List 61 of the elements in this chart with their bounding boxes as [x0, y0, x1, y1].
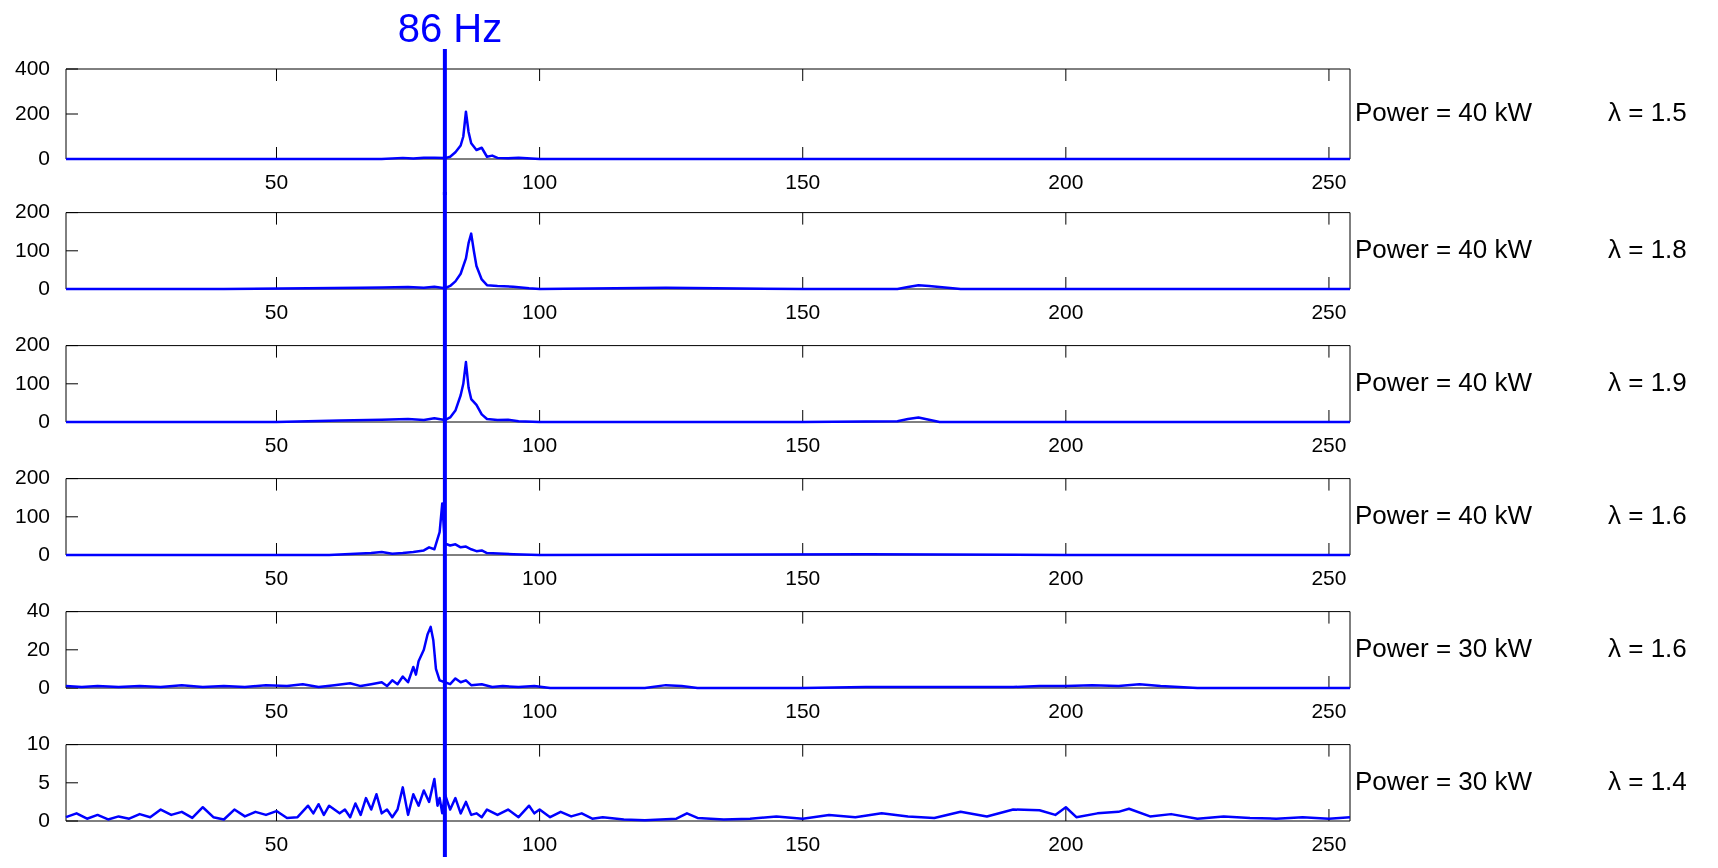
x-tick-label: 150: [785, 699, 821, 723]
x-tick-label: 100: [522, 699, 558, 723]
x-tick-label: 200: [1048, 832, 1084, 856]
y-tick-label: 100: [14, 503, 50, 527]
y-tick-label: 0: [38, 541, 50, 565]
y-tick-label: 200: [14, 465, 50, 489]
ref-line-label: 86 Hz: [397, 6, 503, 51]
x-tick-label: 100: [522, 566, 558, 590]
text: Power = 40 kW: [1355, 233, 1533, 264]
text: Power = 40 kW: [1355, 499, 1533, 530]
y-tick-label: 40: [26, 598, 50, 622]
y-tick-label: 100: [14, 370, 50, 394]
y-tick-label: 0: [38, 275, 50, 299]
x-tick-label: 50: [264, 433, 289, 457]
x-tick-label: 150: [785, 170, 821, 194]
y-tick-label: 200: [14, 332, 50, 356]
x-tick-label: 150: [785, 433, 821, 457]
x-tick-label: 250: [1311, 300, 1347, 324]
x-tick-label: 250: [1311, 566, 1347, 590]
x-tick-label: 100: [522, 433, 558, 457]
y-tick-label: 400: [14, 55, 50, 79]
text: λ = 1.6: [1608, 499, 1687, 530]
text: λ = 1.4: [1608, 765, 1687, 796]
x-tick-label: 150: [785, 566, 821, 590]
x-tick-label: 150: [785, 832, 821, 856]
x-tick-label: 50: [264, 699, 289, 723]
text: Power = 30 kW: [1355, 632, 1533, 663]
x-tick-label: 250: [1311, 170, 1347, 194]
y-tick-label: 100: [14, 237, 50, 261]
y-tick-label: 0: [38, 807, 50, 831]
y-tick-label: 0: [38, 674, 50, 698]
y-tick-label: 0: [38, 408, 50, 432]
text: Power = 30 kW: [1355, 765, 1533, 796]
x-tick-label: 200: [1048, 170, 1084, 194]
x-tick-label: 200: [1048, 566, 1084, 590]
x-tick-label: 200: [1048, 699, 1084, 723]
x-tick-label: 250: [1311, 832, 1347, 856]
x-tick-label: 250: [1311, 699, 1347, 723]
x-tick-label: 50: [264, 832, 289, 856]
y-tick-label: 5: [38, 769, 50, 793]
x-tick-label: 200: [1048, 300, 1084, 324]
text: λ = 1.5: [1608, 97, 1687, 128]
y-tick-label: 10: [26, 731, 50, 755]
y-tick-label: 20: [26, 636, 50, 660]
x-tick-label: 100: [522, 170, 558, 194]
y-tick-label: 0: [38, 145, 50, 169]
x-tick-label: 100: [522, 832, 558, 856]
y-tick-label: 200: [14, 199, 50, 223]
x-tick-label: 50: [264, 300, 289, 324]
x-tick-label: 100: [522, 300, 558, 324]
text: λ = 1.8: [1608, 233, 1687, 264]
x-tick-label: 50: [264, 566, 289, 590]
x-tick-label: 200: [1048, 433, 1084, 457]
text: λ = 1.6: [1608, 632, 1687, 663]
x-tick-label: 250: [1311, 433, 1347, 457]
x-tick-label: 50: [264, 170, 289, 194]
text: Power = 40 kW: [1355, 366, 1533, 397]
y-tick-label: 200: [14, 100, 50, 124]
x-tick-label: 150: [785, 300, 821, 324]
text: λ = 1.9: [1608, 366, 1687, 397]
text: Power = 40 kW: [1355, 97, 1533, 128]
